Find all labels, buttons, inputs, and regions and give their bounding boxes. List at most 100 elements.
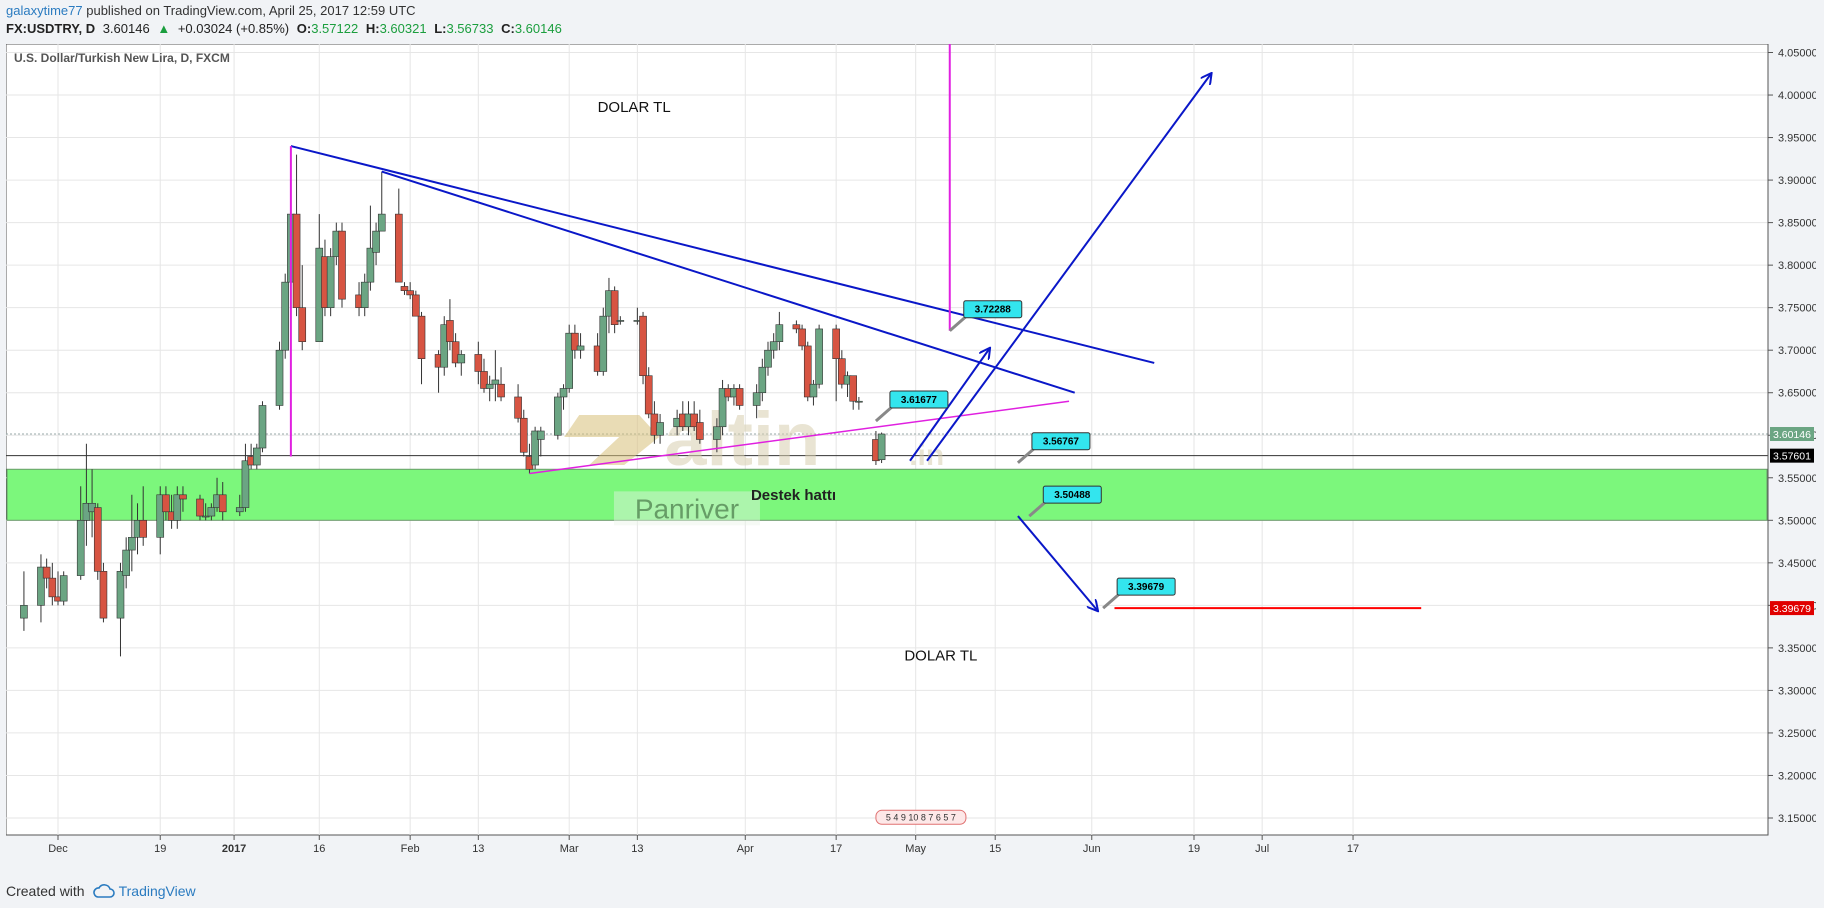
candle-body: [610, 290, 619, 325]
candle-body: [235, 507, 244, 513]
candle-body: [128, 537, 136, 551]
published-text: published on TradingView.com, April 25, …: [86, 3, 416, 18]
y-tick-label: 3.85000: [1778, 218, 1816, 230]
candle-body: [514, 396, 522, 419]
callout-label: 3.50488: [1054, 490, 1091, 501]
chart-title: U.S. Dollar/Turkish New Lira, D, FXCM: [14, 51, 230, 65]
candle-body: [832, 328, 840, 359]
open-value: 3.57122: [311, 21, 359, 36]
x-tick-label: Feb: [401, 843, 420, 855]
candle-body: [769, 341, 778, 351]
callout-pointer: [1102, 592, 1121, 610]
callouts: 3.72288 3.61677 3.56767 3.50488 3.39679: [874, 300, 1176, 610]
callout-box: [1031, 432, 1091, 451]
candle-body: [656, 422, 664, 436]
candle-body: [718, 388, 727, 428]
callout-box: [963, 300, 1023, 319]
upper-trend-line: [290, 145, 1155, 364]
candle-body: [752, 392, 761, 406]
callout-box: [1116, 577, 1176, 596]
candle-body: [406, 290, 414, 296]
callout-label: 3.56767: [1043, 437, 1080, 448]
plot-area: [5, 43, 1769, 836]
candle-body: [377, 213, 386, 232]
arrow-down: [1017, 515, 1098, 610]
callout-pointer: [874, 405, 893, 423]
price-label-box: [1770, 601, 1814, 616]
y-tick-label: 4.00000: [1778, 90, 1816, 102]
callout-label: 3.39679: [1128, 582, 1165, 593]
x-tick-label: 19: [154, 843, 166, 855]
candle-body: [196, 498, 204, 517]
candle-body: [42, 566, 51, 579]
candle-body: [485, 383, 494, 389]
price-label: 3.57601: [1773, 451, 1811, 463]
watermark-logo-icon: [564, 415, 660, 466]
publish-info: galaxytime77 published on TradingView.co…: [6, 3, 416, 18]
tradingview-link[interactable]: TradingView: [92, 883, 196, 899]
candle-body: [497, 383, 505, 398]
x-tick-label: Mar: [560, 843, 579, 855]
high-value: 3.60321: [379, 21, 427, 36]
symbol-label: FX:USDTRY, D: [6, 21, 96, 36]
candle-body: [139, 520, 147, 538]
candle-body: [571, 332, 579, 351]
candle-body: [173, 494, 182, 521]
x-tick-label: Jul: [1255, 843, 1269, 855]
candle-body: [815, 328, 823, 385]
candle-body: [713, 426, 721, 440]
footer: Created with TradingView: [6, 883, 196, 899]
x-tick-label: 13: [472, 843, 484, 855]
created-with-text: Created with: [6, 883, 85, 899]
change-arrow-icon: ▲: [157, 21, 171, 36]
candle-body: [37, 566, 45, 606]
candle-body: [565, 332, 574, 389]
y-tick-label: 3.90000: [1778, 175, 1816, 187]
author-link[interactable]: galaxytime77: [6, 3, 83, 18]
x-tick-label: 19: [1188, 843, 1200, 855]
events: 5 4 9 10 8 7 6 5 7: [875, 809, 967, 825]
watermark-sub: Panriver: [635, 493, 739, 524]
candle-body: [531, 430, 539, 466]
candle-body: [599, 315, 608, 372]
candle-body: [253, 447, 261, 466]
candle-body: [559, 388, 568, 398]
arrow-up-1: [909, 348, 990, 462]
support-zone-label: Destek hattı: [751, 487, 836, 504]
x-tick-label: Apr: [737, 843, 754, 855]
open-label: O:: [296, 21, 312, 36]
candle-body: [735, 388, 744, 406]
candle-body: [440, 324, 449, 368]
candle-body: [417, 315, 426, 359]
last-price: 3.60146: [102, 21, 150, 36]
candle-body: [59, 575, 68, 602]
candle-body: [491, 379, 500, 385]
y-tick-label: 3.50000: [1778, 515, 1816, 527]
x-tick-label: 15: [989, 843, 1001, 855]
candle-body: [360, 281, 369, 308]
candle-body: [338, 230, 346, 300]
y-tick-label: 3.45000: [1778, 558, 1816, 570]
callout-label: 3.72288: [975, 305, 1012, 316]
tradingview-brand: TradingView: [118, 883, 196, 899]
lower-trend-line: [381, 170, 1076, 394]
annotations: Destek hattı DOLAR TL DOLAR TL: [289, 44, 1422, 665]
callout-pointer: [948, 315, 967, 332]
candle-body: [792, 324, 801, 330]
y-tick-label: 3.75000: [1778, 303, 1816, 315]
candle-body: [849, 375, 858, 402]
y-tick-label: 3.65000: [1778, 388, 1816, 400]
y-axis: 4.05000 4.00000 3.95000 3.90000 3.85000 3.800…: [1767, 44, 1818, 835]
candle-body: [326, 256, 335, 308]
price-label: 3.39679: [1773, 603, 1811, 615]
candle-body: [207, 507, 216, 517]
price-label-box: [1770, 448, 1814, 463]
chart-container[interactable]: altin .in Panriver Destek hattı DOLAR TL DOLA…: [5, 43, 1818, 884]
chart-text-note: DOLAR TL: [904, 648, 977, 665]
high-label: H:: [365, 21, 380, 36]
callout-pointer: [1028, 501, 1047, 518]
candle-body: [446, 320, 454, 342]
y-tick-label: 3.70000: [1778, 345, 1816, 357]
candle-body: [400, 286, 409, 291]
